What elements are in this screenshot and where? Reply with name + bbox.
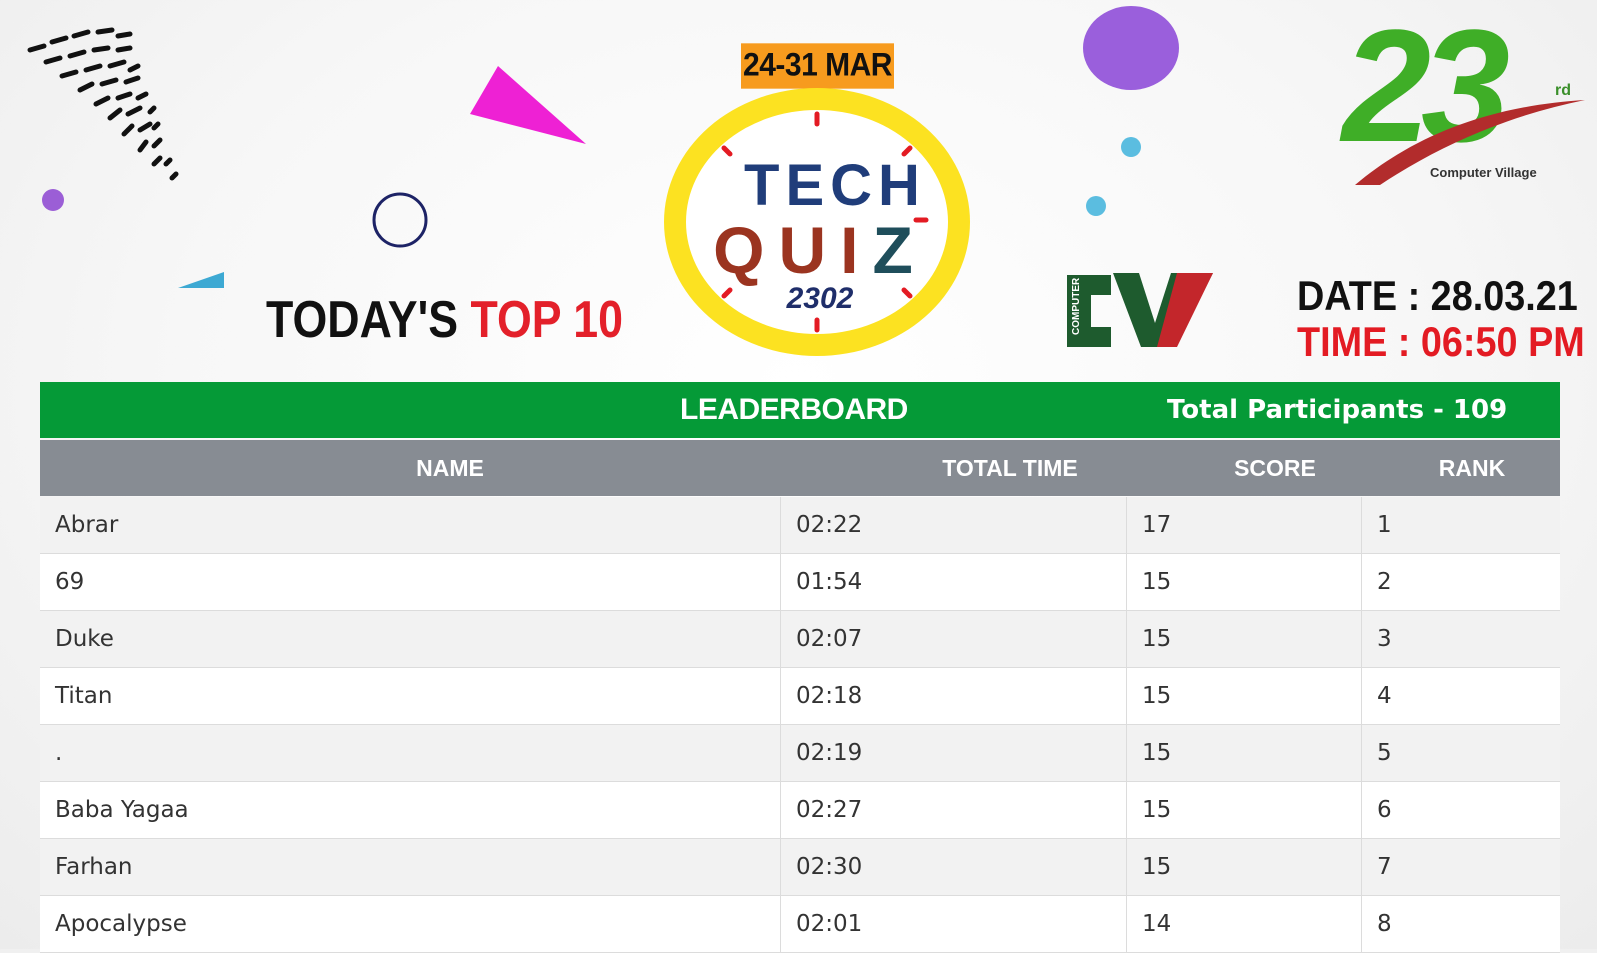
cell-score: 17 [1127, 497, 1362, 553]
clock-ticks-icon [721, 111, 929, 333]
table-row: . 02:19 15 5 [40, 725, 1560, 782]
cell-score: 15 [1127, 611, 1362, 667]
leaderboard-table: Abrar 02:22 17 1 69 01:54 15 2 Duke 02:0… [40, 497, 1560, 953]
column-header-rank: RANK [1438, 455, 1506, 481]
anniversary-suffix: rd [1555, 82, 1571, 99]
decorative-shapes [27, 6, 1179, 288]
leaderboard-title: LEADERBOARD [680, 393, 908, 426]
cell-name: 69 [40, 554, 781, 610]
table-row: Duke 02:07 15 3 [40, 611, 1560, 668]
cell-time: 02:30 [781, 839, 1127, 895]
table-row: Abrar 02:22 17 1 [40, 497, 1560, 554]
cell-time: 02:22 [781, 497, 1127, 553]
cell-rank: 5 [1377, 740, 1392, 766]
quiz-title-z: Z [872, 213, 927, 287]
cell-score: 15 [1127, 725, 1362, 781]
cell-score: 15 [1127, 839, 1362, 895]
cell-rank: 7 [1377, 854, 1392, 880]
cell-name: Baba Yagaa [40, 782, 781, 838]
navy-ring-icon [372, 192, 428, 248]
table-row: Baba Yagaa 02:27 15 6 [40, 782, 1560, 839]
table-row: 69 01:54 15 2 [40, 554, 1560, 611]
cell-score: 15 [1127, 554, 1362, 610]
cell-rank: 2 [1377, 569, 1392, 595]
quiz-title-qui: QUI [713, 213, 873, 287]
cell-name: Abrar [40, 497, 781, 553]
table-row: Farhan 02:30 15 7 [40, 839, 1560, 896]
cell-time: 02:27 [781, 782, 1127, 838]
magenta-triangle-icon [470, 66, 586, 144]
event-date: DATE : 28.03.21 [1297, 272, 1578, 319]
cell-time: 02:19 [781, 725, 1127, 781]
purple-dot-icon [42, 189, 64, 211]
cell-name: Titan [40, 668, 781, 724]
date-range-badge: 24-31 MAR [741, 43, 894, 89]
cell-score: 14 [1127, 896, 1362, 952]
top10-red-text: TOP 10 [470, 291, 623, 349]
column-header-time: TOTAL TIME [942, 455, 1078, 481]
anniversary-brand: Computer Village [1430, 165, 1537, 180]
cell-time: 01:54 [781, 554, 1127, 610]
table-row: Apocalypse 02:01 14 8 [40, 896, 1560, 953]
cell-time: 02:01 [781, 896, 1127, 952]
anniversary-swoosh-icon [1355, 100, 1585, 185]
quiz-number: 2302 [786, 282, 854, 315]
top10-heading: TODAY'S TOP 10 [266, 290, 623, 350]
column-header-row [40, 440, 1560, 496]
dash-pattern-triangle-icon [27, 27, 179, 181]
cell-score: 15 [1127, 668, 1362, 724]
cell-rank: 1 [1377, 512, 1392, 538]
cell-score: 15 [1127, 782, 1362, 838]
purple-circle-icon [1083, 6, 1179, 90]
column-header-score: SCORE [1234, 455, 1316, 481]
table-row: Titan 02:18 15 4 [40, 668, 1560, 725]
cell-name: Farhan [40, 839, 781, 895]
cell-rank: 6 [1377, 797, 1392, 823]
event-time: TIME : 06:50 PM [1297, 318, 1585, 365]
top10-black-text: TODAY'S [266, 291, 459, 349]
column-header-name: NAME [416, 455, 484, 481]
svg-text:COMPUTER: COMPUTER [1071, 277, 1082, 335]
cell-rank: 8 [1377, 911, 1392, 937]
cell-rank: 3 [1377, 626, 1392, 652]
computer-village-logo-icon: COMPUTER [1067, 273, 1213, 347]
cell-name: Apocalypse [40, 896, 781, 952]
leaderboard-bar [40, 382, 1560, 438]
cell-time: 02:07 [781, 611, 1127, 667]
cell-name: . [40, 725, 781, 781]
total-participants: Total Participants - 109 [1167, 395, 1508, 425]
quiz-title-quiz: QUIZ [700, 212, 940, 288]
blue-dot-icon [1121, 137, 1141, 157]
cell-name: Duke [40, 611, 781, 667]
cell-time: 02:18 [781, 668, 1127, 724]
blue-triangle-icon [178, 272, 224, 288]
quiz-title-tech: TECH [744, 153, 926, 218]
cell-rank: 4 [1377, 683, 1392, 709]
blue-dot-icon [1086, 196, 1106, 216]
